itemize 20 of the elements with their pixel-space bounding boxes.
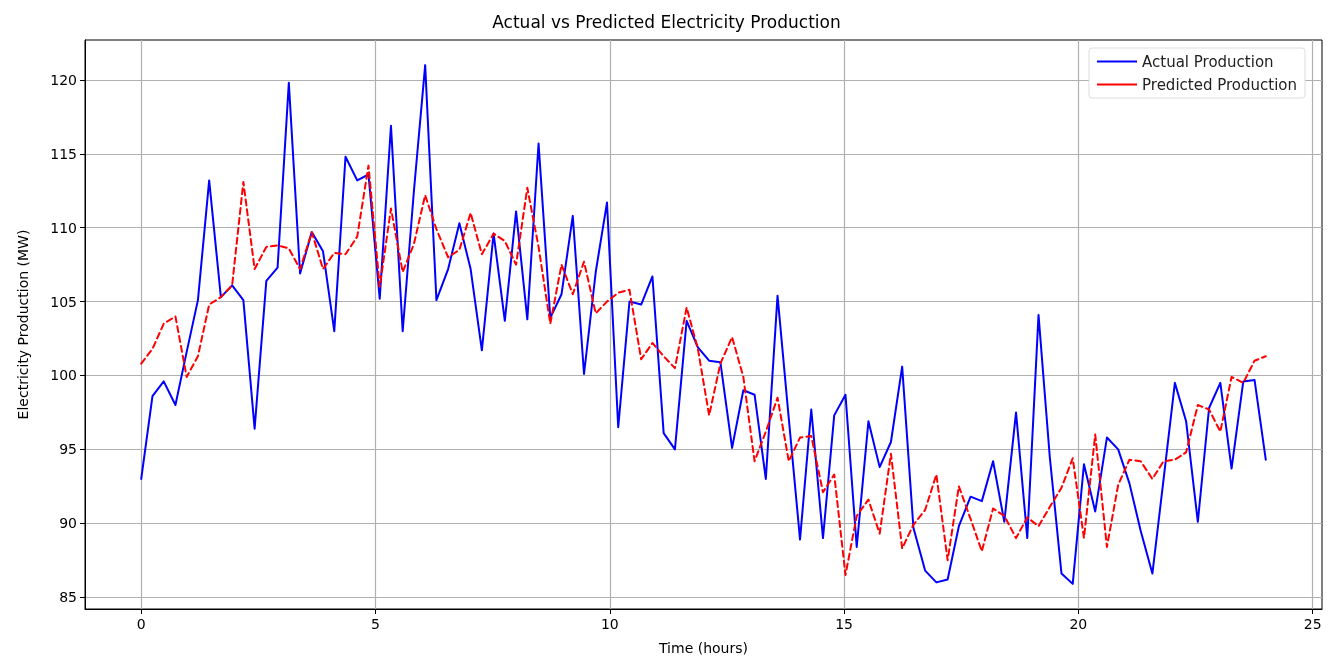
legend-label: Predicted Production	[1142, 75, 1298, 94]
x-tick-label: 15	[835, 616, 853, 632]
line-series	[140, 164, 1267, 577]
x-tick-label: 10	[600, 616, 619, 632]
y-axis-title: Electricity Production (MW)	[15, 229, 31, 420]
y-tick-label: 120	[50, 71, 77, 88]
x-axis-title: Time (hours)	[658, 640, 748, 656]
y-tick-label: 90	[59, 515, 77, 532]
y-tick-label: 95	[59, 441, 77, 458]
y-tick-label: 100	[50, 367, 77, 384]
x-tick-label: 0	[136, 616, 146, 632]
y-tick-label: 110	[50, 219, 77, 236]
x-tick-label: 20	[1069, 616, 1088, 632]
y-tick-label: 105	[50, 293, 77, 310]
legend-label: Actual Production	[1142, 52, 1274, 71]
x-tick-label: 25	[1303, 616, 1322, 632]
x-tick-label: 5	[371, 616, 380, 632]
y-tick-label: 115	[50, 145, 77, 162]
y-tick-label: 85	[59, 589, 77, 606]
chart-title: Actual vs Predicted Electricity Production	[492, 11, 841, 32]
